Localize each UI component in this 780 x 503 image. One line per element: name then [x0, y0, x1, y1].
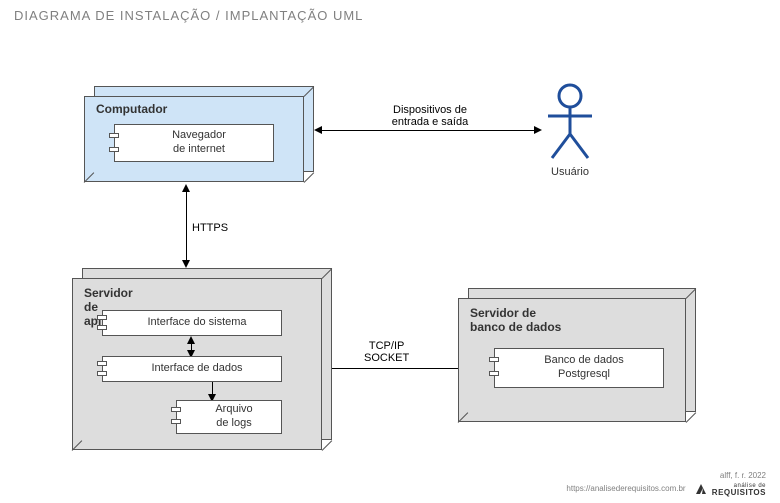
component-browser-label: Navegador de internet [172, 129, 226, 157]
actor-user-label: Usuário [540, 166, 600, 178]
connector-tcpip-label: TCP/IP SOCKET [364, 340, 409, 364]
node-db-server-title: Servidor de banco de dados [470, 306, 561, 334]
component-log-file: Arquivo de logs [176, 400, 282, 434]
component-database: Banco de dados Postgresql [494, 348, 664, 388]
footer-url: https://analisederequisitos.com.br [566, 484, 685, 493]
diagram-title: DIAGRAMA DE INSTALAÇÃO / IMPLANTAÇÃO UML [14, 8, 363, 23]
component-system-interface-label: Interface do sistema [147, 316, 246, 330]
footer-author: alff, f. r. 2022 [720, 471, 766, 480]
component-system-interface: Interface do sistema [102, 310, 282, 336]
component-log-file-label: Arquivo de logs [215, 403, 252, 431]
component-database-label: Banco de dados Postgresql [544, 354, 624, 382]
component-data-interface: Interface de dados [102, 356, 282, 382]
footer-brand: análise de REQUISITOS [694, 481, 766, 497]
connector-io-devices-label: Dispositivos de entrada e saída [370, 104, 490, 128]
footer: alff, f. r. 2022 https://analisederequis… [566, 471, 766, 497]
brand-logo-icon [694, 482, 708, 496]
footer-brand-line2: REQUISITOS [712, 488, 766, 497]
connector-https-label: HTTPS [192, 222, 228, 234]
actor-user [540, 82, 600, 162]
node-computer-title: Computador [96, 102, 167, 116]
stick-figure-icon [540, 82, 600, 162]
component-browser: Navegador de internet [114, 124, 274, 162]
component-data-interface-label: Interface de dados [151, 362, 242, 376]
